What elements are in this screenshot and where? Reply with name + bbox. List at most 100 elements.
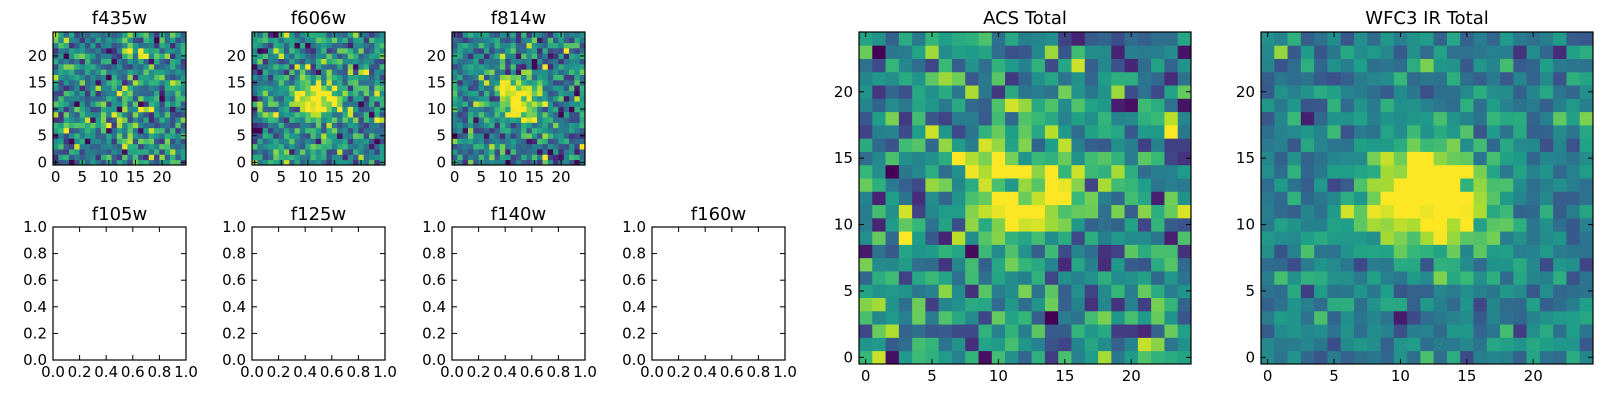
- heatmap-cell: [859, 271, 873, 285]
- heatmap-cell: [1177, 324, 1192, 338]
- heatmap-cell: [537, 63, 543, 70]
- heatmap-cell: [122, 79, 128, 86]
- heatmap-cell: [1098, 71, 1112, 86]
- heatmap-cell: [337, 63, 343, 70]
- heatmap-cell: [1287, 271, 1302, 285]
- heatmap-cell: [483, 90, 490, 97]
- heatmap-cell: [58, 32, 65, 38]
- heatmap-cell: [289, 32, 295, 38]
- heatmap-cell: [1486, 257, 1501, 272]
- heatmap-cell: [90, 159, 96, 166]
- heatmap-cell: [132, 47, 139, 54]
- heatmap-cell: [991, 32, 1006, 46]
- heatmap-cell: [1433, 284, 1448, 298]
- heatmap-cell: [991, 85, 1006, 99]
- heatmap-cell: [1500, 98, 1514, 113]
- x-tick-label: 5: [927, 367, 937, 385]
- heatmap-cell: [273, 37, 279, 44]
- heatmap-cell: [257, 133, 264, 139]
- heatmap-cell: [84, 143, 91, 150]
- heatmap-cell: [574, 95, 581, 102]
- heatmap-cell: [283, 101, 290, 107]
- heatmap-cell: [116, 79, 123, 86]
- heatmap-cell: [283, 42, 290, 49]
- heatmap-cell: [499, 122, 506, 129]
- heatmap-cell: [278, 149, 285, 155]
- heatmap-cell: [1300, 324, 1315, 338]
- heatmap-cell: [116, 101, 123, 107]
- heatmap-cell: [553, 90, 559, 97]
- heatmap-cell: [68, 117, 75, 123]
- heatmap-cell: [283, 69, 290, 75]
- heatmap-cell: [353, 37, 359, 44]
- heatmap-cell: [526, 85, 533, 91]
- heatmap-cell: [1314, 231, 1328, 245]
- heatmap-cell: [363, 143, 370, 150]
- heatmap-cell: [1446, 350, 1461, 365]
- heatmap-cell: [1177, 164, 1192, 179]
- heatmap-cell: [90, 143, 96, 150]
- heatmap-cell: [315, 159, 322, 166]
- heatmap-cell: [1460, 310, 1474, 325]
- x-tick-label: 5: [476, 168, 486, 186]
- heatmap-cell: [267, 127, 274, 134]
- heatmap-cell: [505, 58, 511, 65]
- x-tick-label: 0.4: [94, 363, 118, 381]
- heatmap-cell: [315, 149, 322, 155]
- heatmap-cell: [1261, 98, 1275, 113]
- heatmap-cell: [542, 106, 549, 113]
- heatmap-cell: [579, 154, 586, 161]
- heatmap-cell: [859, 310, 873, 325]
- heatmap-cell: [553, 79, 559, 86]
- heatmap-cell: [473, 101, 479, 107]
- heatmap-cell: [978, 58, 993, 73]
- heatmap-cell: [885, 58, 900, 73]
- heatmap-cell: [1137, 271, 1152, 285]
- heatmap-cell: [289, 159, 295, 166]
- heatmap-cell: [1473, 297, 1488, 312]
- heatmap-cell: [363, 111, 370, 118]
- heatmap-cell: [353, 74, 359, 81]
- heatmap-cell: [951, 191, 966, 206]
- heatmap-cell: [938, 204, 953, 219]
- heatmap-cell: [483, 127, 490, 134]
- heatmap-cell: [127, 149, 134, 155]
- heatmap-cell: [310, 90, 317, 97]
- heatmap-cell: [1553, 111, 1567, 126]
- heatmap-cell: [499, 133, 506, 139]
- heatmap-cell: [1340, 124, 1355, 139]
- heatmap-cell: [342, 69, 349, 75]
- heatmap-cell: [1098, 124, 1112, 139]
- heatmap-cell: [315, 42, 322, 49]
- heatmap-cell: [547, 154, 554, 161]
- heatmap-cell: [1177, 32, 1192, 46]
- heatmap-cell: [1513, 257, 1527, 272]
- heatmap-cell: [1566, 297, 1581, 312]
- y-tick-label: 0.2: [422, 324, 446, 342]
- heatmap-cell: [526, 37, 533, 44]
- heatmap-cell: [537, 154, 543, 161]
- heatmap-cell: [122, 32, 128, 38]
- heatmap-cell: [289, 95, 295, 102]
- heatmap-cell: [127, 69, 134, 75]
- heatmap-cell: [84, 85, 91, 91]
- heatmap-cell: [483, 53, 490, 59]
- heatmap-cell: [273, 127, 279, 134]
- heatmap-cell: [58, 95, 65, 102]
- heatmap-cell: [898, 138, 913, 152]
- heatmap-cell: [299, 79, 306, 86]
- heatmap-cell: [978, 204, 993, 219]
- heatmap-cell: [1031, 244, 1046, 259]
- heatmap-cell: [521, 149, 527, 155]
- heatmap-cell: [1151, 244, 1165, 259]
- y-tick-label: 0: [1245, 348, 1255, 366]
- heatmap-cell: [1407, 217, 1421, 232]
- heatmap-cell: [1300, 85, 1315, 99]
- heatmap-cell: [164, 143, 171, 150]
- heatmap-cell: [462, 138, 469, 145]
- heatmap-cell: [331, 53, 338, 59]
- heatmap-cell: [159, 138, 166, 145]
- heatmap-cell: [938, 138, 953, 152]
